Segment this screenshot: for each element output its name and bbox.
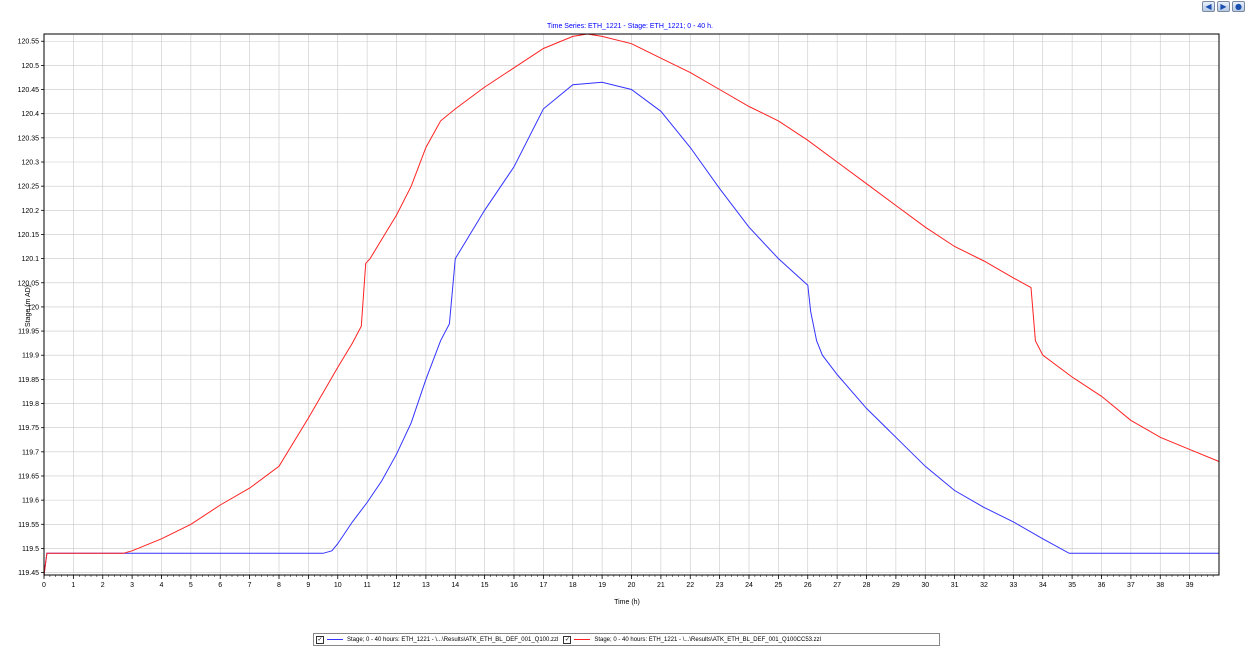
y-tick-label: 120.05 bbox=[18, 280, 40, 287]
y-tick-label: 119.45 bbox=[18, 570, 39, 577]
x-tick-label: 34 bbox=[1039, 582, 1047, 589]
y-tick-label: 119.5 bbox=[22, 546, 39, 553]
y-tick-label: 120.55 bbox=[18, 39, 40, 46]
x-tick-label: 24 bbox=[745, 582, 753, 589]
x-axis-label: Time (h) bbox=[614, 599, 640, 606]
y-tick-label: 120.45 bbox=[18, 87, 40, 94]
x-tick-label: 2 bbox=[101, 582, 105, 589]
x-tick-label: 5 bbox=[189, 582, 193, 589]
back-arrow-icon[interactable]: ◀ bbox=[1202, 1, 1215, 12]
x-tick-label: 29 bbox=[892, 582, 900, 589]
y-tick-label: 120 bbox=[27, 304, 39, 311]
x-tick-label: 16 bbox=[510, 582, 518, 589]
x-tick-label: 27 bbox=[833, 582, 841, 589]
chart-title: Time Series: ETH_1221 - Stage: ETH_1221;… bbox=[547, 23, 713, 30]
legend: ✓ Stage; 0 - 40 hours: ETH_1221 - \...\R… bbox=[313, 633, 940, 646]
x-tick-label: 32 bbox=[980, 582, 988, 589]
legend-label-q100cc53: Stage; 0 - 40 hours: ETH_1221 - \...\Res… bbox=[594, 636, 821, 643]
legend-item-q100cc53[interactable]: ✓ Stage; 0 - 40 hours: ETH_1221 - \...\R… bbox=[563, 635, 821, 644]
legend-checkbox-q100[interactable]: ✓ bbox=[316, 635, 324, 644]
legend-item-q100[interactable]: ✓ Stage; 0 - 40 hours: ETH_1221 - \...\R… bbox=[316, 635, 559, 644]
x-tick-label: 28 bbox=[863, 582, 871, 589]
y-tick-label: 120.35 bbox=[18, 135, 40, 142]
y-tick-label: 119.65 bbox=[18, 473, 39, 480]
x-tick-label: 25 bbox=[774, 582, 782, 589]
x-tick-label: 38 bbox=[1156, 582, 1164, 589]
x-tick-label: 21 bbox=[657, 582, 665, 589]
x-tick-label: 37 bbox=[1127, 582, 1135, 589]
x-tick-label: 4 bbox=[160, 582, 164, 589]
legend-checkbox-q100cc53[interactable]: ✓ bbox=[563, 635, 572, 644]
legend-label-q100: Stage; 0 - 40 hours: ETH_1221 - \...\Res… bbox=[347, 636, 559, 643]
y-tick-label: 119.95 bbox=[18, 329, 39, 336]
x-tick-label: 7 bbox=[248, 582, 252, 589]
x-tick-label: 8 bbox=[277, 582, 281, 589]
x-tick-label: 30 bbox=[921, 582, 929, 589]
x-tick-label: 6 bbox=[218, 582, 222, 589]
x-tick-label: 23 bbox=[716, 582, 724, 589]
y-tick-label: 120.2 bbox=[21, 208, 39, 215]
x-tick-label: 33 bbox=[1009, 582, 1017, 589]
x-tick-label: 17 bbox=[539, 582, 547, 589]
x-tick-label: 36 bbox=[1098, 582, 1106, 589]
x-tick-label: 39 bbox=[1186, 582, 1194, 589]
y-tick-label: 119.75 bbox=[18, 425, 39, 432]
forward-arrow-icon[interactable]: ▶ bbox=[1217, 1, 1230, 12]
y-tick-label: 119.85 bbox=[18, 377, 39, 384]
y-tick-label: 119.7 bbox=[22, 449, 39, 456]
y-axis-label: Stage (m AD) bbox=[25, 285, 32, 327]
x-tick-label: 22 bbox=[686, 582, 694, 589]
y-tick-label: 120.25 bbox=[18, 184, 40, 191]
series-lines bbox=[43, 33, 1220, 576]
x-tick-label: 13 bbox=[422, 582, 430, 589]
grid bbox=[43, 34, 1219, 575]
navigation-toolbar: ◀ ▶ ● bbox=[1202, 1, 1245, 12]
series-line-q100cc53 bbox=[43, 33, 1220, 576]
y-tick-label: 119.6 bbox=[22, 498, 39, 505]
y-tick-label: 120.4 bbox=[21, 111, 39, 118]
x-tick-label: 3 bbox=[130, 582, 134, 589]
y-tick-label: 120.15 bbox=[18, 232, 40, 239]
x-tick-label: 12 bbox=[393, 582, 401, 589]
x-tick-label: 31 bbox=[951, 582, 959, 589]
y-tick-label: 120.1 bbox=[21, 256, 39, 263]
x-tick-label: 19 bbox=[598, 582, 606, 589]
legend-swatch-q100 bbox=[327, 639, 343, 640]
x-tick-label: 18 bbox=[569, 582, 577, 589]
y-tick-label: 120.3 bbox=[21, 160, 39, 167]
x-tick-label: 1 bbox=[71, 582, 75, 589]
x-tick-label: 9 bbox=[306, 582, 310, 589]
legend-swatch-q100cc53 bbox=[574, 639, 591, 640]
x-tick-label: 0 bbox=[42, 582, 46, 589]
y-tick-label: 119.8 bbox=[22, 401, 39, 408]
y-tick-label: 120.5 bbox=[21, 63, 39, 70]
x-tick-label: 15 bbox=[481, 582, 489, 589]
y-tick-label: 119.55 bbox=[18, 522, 39, 529]
x-tick-label: 11 bbox=[363, 582, 370, 589]
x-tick-label: 10 bbox=[334, 582, 342, 589]
plot-frame bbox=[43, 33, 1220, 576]
x-tick-label: 26 bbox=[804, 582, 812, 589]
x-axis-ticks: 0 1 2 3 4 5 6 7 8 9 10 11 12 13 14 15 16 17 18 19 20 21 22 23 24… bbox=[42, 575, 1214, 589]
y-tick-label: 119.9 bbox=[22, 353, 39, 360]
x-tick-label: 20 bbox=[628, 582, 636, 589]
zoom-icon[interactable]: ● bbox=[1232, 1, 1245, 12]
series-line-q100 bbox=[43, 81, 1219, 576]
y-axis-ticks: 119.45 119.5 119.55 119.6 119.65 119.7 119.75 1… bbox=[18, 39, 44, 577]
x-tick-label: 14 bbox=[451, 582, 459, 589]
x-tick-label: 35 bbox=[1068, 582, 1076, 589]
